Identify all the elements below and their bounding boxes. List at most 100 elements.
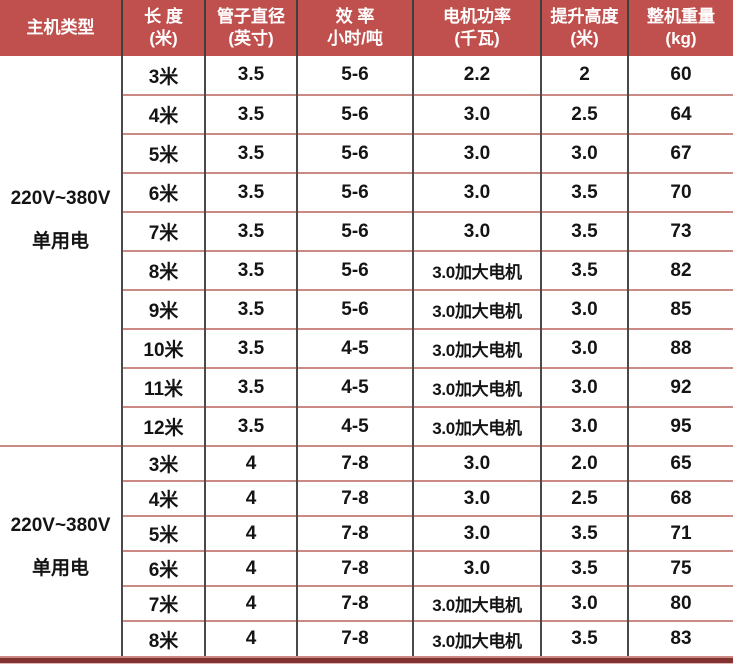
- value-cell: 3.5: [204, 172, 297, 212]
- value-cell: 3.5: [540, 250, 628, 290]
- value-cell: 3.0: [540, 328, 628, 368]
- value-cell: 3.5: [540, 211, 628, 251]
- header-unit: (千瓦): [454, 29, 500, 48]
- machine-type-line: 单用电: [31, 558, 89, 579]
- machine-type-line: 220V~380V: [10, 188, 111, 209]
- value-cell: 5-6: [296, 133, 413, 173]
- header-title: 效 率: [335, 6, 375, 26]
- value-cell: 5-6: [296, 94, 413, 134]
- value-cell: 4: [204, 515, 297, 551]
- value-cell: 3.0加大电机: [412, 250, 541, 290]
- value-cell: 3.0: [412, 515, 541, 551]
- value-cell: 3.0: [412, 211, 541, 251]
- value-cell: 5米: [121, 133, 205, 173]
- value-cell: 5-6: [296, 56, 413, 95]
- header-lift-height: 提升高度 (米): [540, 0, 628, 56]
- value-cell: 7-8: [296, 585, 413, 621]
- header-title: 长 度: [144, 6, 183, 26]
- value-cell: 5米: [121, 515, 205, 551]
- value-cell: 3.0加大电机: [412, 328, 541, 368]
- table-bottom-bar: [0, 658, 733, 663]
- header-machine-type: 主机类型: [0, 0, 122, 56]
- value-cell: 4: [204, 445, 297, 481]
- table-header: 主机类型 长 度 (米) 管子直径 (英寸) 效 率 小时/吨 电机功率 (千瓦…: [0, 0, 733, 56]
- value-cell: 65: [627, 445, 733, 481]
- value-cell: 3.0: [412, 480, 541, 516]
- value-cell: 3.0: [412, 172, 541, 212]
- value-cell: 7米: [121, 211, 205, 251]
- value-cell: 7-8: [296, 445, 413, 481]
- header-title: 提升高度: [550, 6, 619, 26]
- value-cell: 3.0加大电机: [412, 585, 541, 621]
- value-cell: 3.0: [412, 133, 541, 173]
- table-bottom-rule: [0, 656, 733, 658]
- value-cell: 4米: [121, 94, 205, 134]
- header-unit: 小时/吨: [327, 29, 383, 48]
- header-title: 主机类型: [26, 17, 95, 37]
- header-efficiency: 效 率 小时/吨: [296, 0, 413, 56]
- value-cell: 3米: [121, 445, 205, 481]
- value-cell: 3.0: [540, 367, 628, 407]
- machine-type-line: 单用电: [31, 231, 89, 252]
- value-cell: 5-6: [296, 250, 413, 290]
- table-row: 12米 3.5 4-5 3.0加大电机 3.0 95: [0, 406, 733, 446]
- value-cell: 7-8: [296, 620, 413, 656]
- value-cell: 85: [627, 289, 733, 329]
- header-length: 长 度 (米): [121, 0, 205, 56]
- table-row: 7米 3.5 5-6 3.0 3.5 73: [0, 211, 733, 251]
- value-cell: 2.5: [540, 480, 628, 516]
- value-cell: 4-5: [296, 406, 413, 446]
- value-cell: 3.5: [204, 289, 297, 329]
- value-cell: 4米: [121, 480, 205, 516]
- value-cell: 70: [627, 172, 733, 212]
- value-cell: 60: [627, 56, 733, 95]
- value-cell: 3米: [121, 56, 205, 95]
- value-cell: 4-5: [296, 328, 413, 368]
- value-cell: 3.5: [204, 56, 297, 95]
- table-row: 10米 3.5 4-5 3.0加大电机 3.0 88: [0, 328, 733, 368]
- value-cell: 7-8: [296, 480, 413, 516]
- table-row: 5米 4 7-8 3.0 3.5 71: [0, 515, 733, 551]
- value-cell: 12米: [121, 406, 205, 446]
- value-cell: 80: [627, 585, 733, 621]
- header-title: 管子直径: [217, 6, 285, 26]
- value-cell: 3.5: [204, 406, 297, 446]
- value-cell: 3.5: [204, 133, 297, 173]
- header-motor-power: 电机功率 (千瓦): [412, 0, 541, 56]
- value-cell: 10米: [121, 328, 205, 368]
- value-cell: 71: [627, 515, 733, 551]
- value-cell: 75: [627, 550, 733, 586]
- value-cell: 3.5: [204, 94, 297, 134]
- value-cell: 2.2: [412, 56, 541, 95]
- value-cell: 3.0: [412, 445, 541, 481]
- value-cell: 7米: [121, 585, 205, 621]
- value-cell: 3.0加大电机: [412, 289, 541, 329]
- table-row: 8米 4 7-8 3.0加大电机 3.5 83: [0, 620, 733, 656]
- value-cell: 6米: [121, 172, 205, 212]
- value-cell: 4-5: [296, 367, 413, 407]
- value-cell: 3.0: [412, 550, 541, 586]
- header-total-weight: 整机重量 (kg): [627, 0, 733, 56]
- value-cell: 5-6: [296, 172, 413, 212]
- value-cell: 8米: [121, 250, 205, 290]
- value-cell: 2.0: [540, 445, 628, 481]
- value-cell: 64: [627, 94, 733, 134]
- table-bottom-highlight: [0, 663, 733, 664]
- table-row: 5米 3.5 5-6 3.0 3.0 67: [0, 133, 733, 173]
- value-cell: 95: [627, 406, 733, 446]
- value-cell: 92: [627, 367, 733, 407]
- value-cell: 82: [627, 250, 733, 290]
- value-cell: 3.5: [204, 328, 297, 368]
- value-cell: 4: [204, 550, 297, 586]
- value-cell: 68: [627, 480, 733, 516]
- value-cell: 3.0加大电机: [412, 406, 541, 446]
- value-cell: 3.5: [204, 211, 297, 251]
- value-cell: 7-8: [296, 550, 413, 586]
- value-cell: 3.5: [540, 172, 628, 212]
- header-unit: (米): [149, 29, 178, 48]
- value-cell: 3.0: [540, 133, 628, 173]
- value-cell: 3.5: [540, 620, 628, 656]
- header-title: 整机重量: [647, 6, 715, 26]
- table-row: 7米 4 7-8 3.0加大电机 3.0 80: [0, 585, 733, 621]
